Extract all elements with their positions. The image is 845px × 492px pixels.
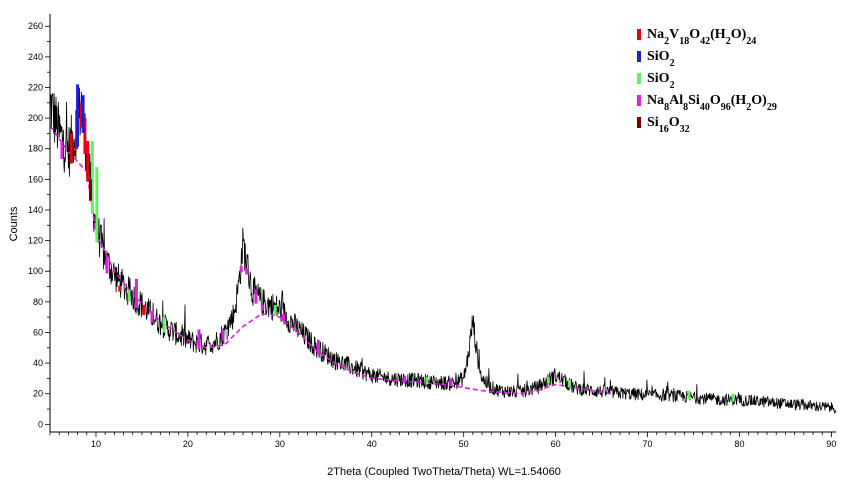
legend-entry: Na8Al8Si40O96(H2O)29 — [647, 93, 777, 113]
x-tick-label: 40 — [367, 439, 377, 449]
legend-swatch — [637, 51, 641, 62]
legend-swatch — [637, 117, 641, 128]
measured-series-line — [49, 87, 837, 415]
x-tick-label: 70 — [643, 439, 653, 449]
legend-entry: Na2V18O42(H2O)24 — [647, 27, 756, 47]
y-tick-label: 100 — [28, 266, 43, 276]
x-axis-ticks: 10 20 30 40 50 60 70 80 90 — [49, 432, 836, 449]
y-tick-label: 40 — [33, 358, 43, 368]
y-tick-label: 180 — [28, 144, 43, 154]
x-tick-label: 60 — [551, 439, 561, 449]
y-tick-label: 260 — [28, 21, 43, 31]
legend-entry: SiO2 — [647, 49, 675, 69]
x-tick-label: 10 — [91, 439, 101, 449]
x-tick-label: 80 — [734, 439, 744, 449]
y-tick-label: 220 — [28, 82, 43, 92]
measured-pattern-trace — [49, 87, 837, 415]
y-tick-label: 80 — [33, 297, 43, 307]
y-axis-title: Counts — [8, 206, 20, 241]
x-tick-label: 30 — [275, 439, 285, 449]
y-tick-label: 200 — [28, 113, 43, 123]
x-tick-label: 50 — [459, 439, 469, 449]
legend-entry: Si16O32 — [647, 115, 690, 135]
y-axis-ticks: 0 20 40 60 80 100 120 140 160 180 200 220 240 260 — [28, 21, 50, 429]
y-tick-label: 240 — [28, 52, 43, 62]
fit-series-line — [49, 125, 611, 395]
legend-entry: SiO2 — [647, 71, 675, 91]
y-tick-label: 60 — [33, 327, 43, 337]
y-tick-label: 20 — [33, 389, 43, 399]
y-tick-label: 160 — [28, 174, 43, 184]
y-tick-label: 0 — [38, 419, 43, 429]
reference-peak-markers — [60, 84, 735, 402]
legend-swatch — [637, 73, 641, 84]
legend-swatch — [637, 95, 641, 106]
x-axis-title: 2Theta (Coupled TwoTheta/Theta) WL=1.540… — [327, 466, 561, 478]
legend-swatch — [637, 29, 641, 40]
axes — [49, 14, 836, 433]
x-tick-label: 20 — [183, 439, 193, 449]
y-tick-label: 140 — [28, 205, 43, 215]
legend: Na2V18O42(H2O)24SiO2SiO2Na8Al8Si40O96(H2… — [637, 27, 777, 135]
x-tick-label: 90 — [826, 439, 836, 449]
fit-pattern-trace — [49, 125, 611, 395]
y-tick-label: 120 — [28, 236, 43, 246]
